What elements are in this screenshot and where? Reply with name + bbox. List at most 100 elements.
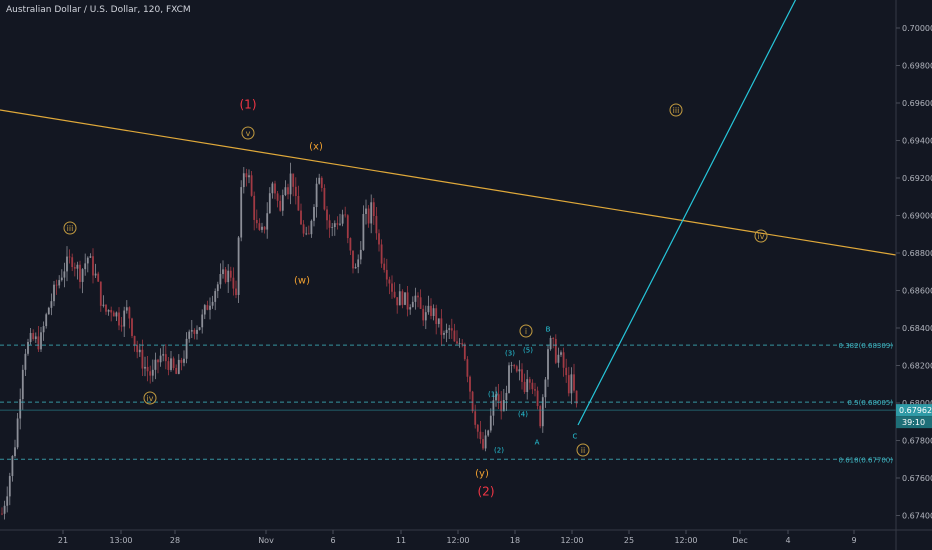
candle-body (331, 227, 334, 228)
candle-body (500, 400, 503, 412)
candle-body (435, 308, 438, 324)
candle-body (370, 202, 373, 224)
candle-body (549, 338, 552, 350)
candle-body (497, 394, 500, 401)
candle-body (253, 195, 256, 220)
candle-body (463, 344, 466, 360)
fib-level-label: 0.618(0.67700) (839, 456, 894, 464)
wave-label-circle (143, 391, 157, 405)
candle-body (183, 358, 185, 363)
candle-body (258, 223, 261, 230)
candle-body (443, 332, 445, 335)
candle-body (66, 256, 68, 272)
candle-body (131, 318, 133, 336)
candle-body (315, 183, 318, 208)
candle-body (401, 291, 404, 305)
candle-body (255, 219, 258, 224)
candle-body (388, 279, 391, 284)
candle-body (474, 411, 477, 425)
candle-body (112, 312, 115, 317)
candle-body (432, 308, 435, 316)
candle-body (430, 305, 432, 316)
candle-body (68, 256, 71, 258)
candle-body (206, 305, 209, 310)
candle-body (1, 513, 3, 515)
wave-label: iv (147, 394, 154, 403)
candle-body (484, 435, 487, 449)
candle-body (310, 220, 313, 235)
candle-body (40, 332, 42, 350)
candle-body (294, 186, 297, 196)
candle-body (268, 193, 271, 214)
candle-body (547, 349, 549, 380)
candle-body (424, 312, 427, 321)
candle-body (378, 233, 380, 245)
candle-body (354, 267, 357, 269)
candle-body (414, 295, 417, 302)
wave-label: (1) (488, 391, 498, 399)
candle-body (58, 280, 61, 286)
trend-line (0, 109, 897, 256)
candle-body (219, 274, 222, 285)
candle-body (495, 394, 497, 401)
wave-label: (x) (309, 142, 323, 153)
candle-body (404, 292, 406, 305)
candle-body (79, 264, 81, 282)
x-tick-label: 9 (851, 536, 856, 545)
wave-label: (y) (475, 469, 489, 480)
candle-body (375, 216, 378, 234)
candle-body (448, 328, 451, 330)
candle-body (55, 284, 58, 286)
candle-body (144, 366, 146, 369)
wave-label: B (546, 326, 551, 334)
wave-label-circle (669, 103, 683, 117)
y-tick-label: 0.67800 (902, 437, 932, 446)
candle-body (523, 381, 526, 393)
candle-body (554, 338, 557, 363)
candle-body (320, 177, 323, 188)
candle-body (27, 341, 29, 354)
candle-body (307, 233, 310, 235)
candle-body (232, 277, 235, 289)
candle-body (297, 195, 300, 211)
candle-body (42, 326, 45, 333)
wave-label: iii (673, 106, 680, 115)
candle-body (216, 284, 219, 292)
candle-body (175, 367, 178, 374)
wave-label: (2) (494, 447, 504, 455)
candle-body (367, 208, 370, 224)
candle-body (336, 223, 339, 225)
candle-body (469, 376, 471, 392)
x-tick-label: 4 (785, 536, 790, 545)
x-tick-label: 6 (330, 536, 335, 545)
candle-body (346, 215, 349, 239)
candle-body (287, 187, 289, 195)
candle-body (180, 359, 183, 363)
candle-body (570, 374, 573, 394)
candle-body (357, 259, 360, 268)
x-tick-label: Nov (258, 536, 274, 545)
wave-label: v (246, 129, 251, 138)
wave-label: (5) (523, 347, 533, 355)
candle-body (365, 208, 367, 214)
candle-body (84, 263, 87, 270)
candle-body (73, 267, 76, 269)
candle-body (281, 195, 284, 211)
candle-body (284, 187, 287, 196)
candle-body (240, 187, 243, 238)
x-tick-label: 18 (510, 536, 520, 545)
candle-body (372, 202, 375, 217)
y-tick-label: 0.67600 (902, 474, 932, 483)
y-tick-label: 0.70000 (902, 24, 932, 33)
candle-body (235, 288, 237, 295)
candle-body (289, 173, 292, 195)
candle-body (151, 369, 154, 376)
x-tick-label: 12:00 (446, 536, 469, 545)
candle-body (248, 175, 250, 178)
y-tick-label: 0.68200 (902, 362, 932, 371)
x-tick-label: 25 (624, 536, 634, 545)
candle-body (541, 397, 544, 427)
candle-body (136, 345, 139, 353)
candle-body (45, 314, 48, 327)
